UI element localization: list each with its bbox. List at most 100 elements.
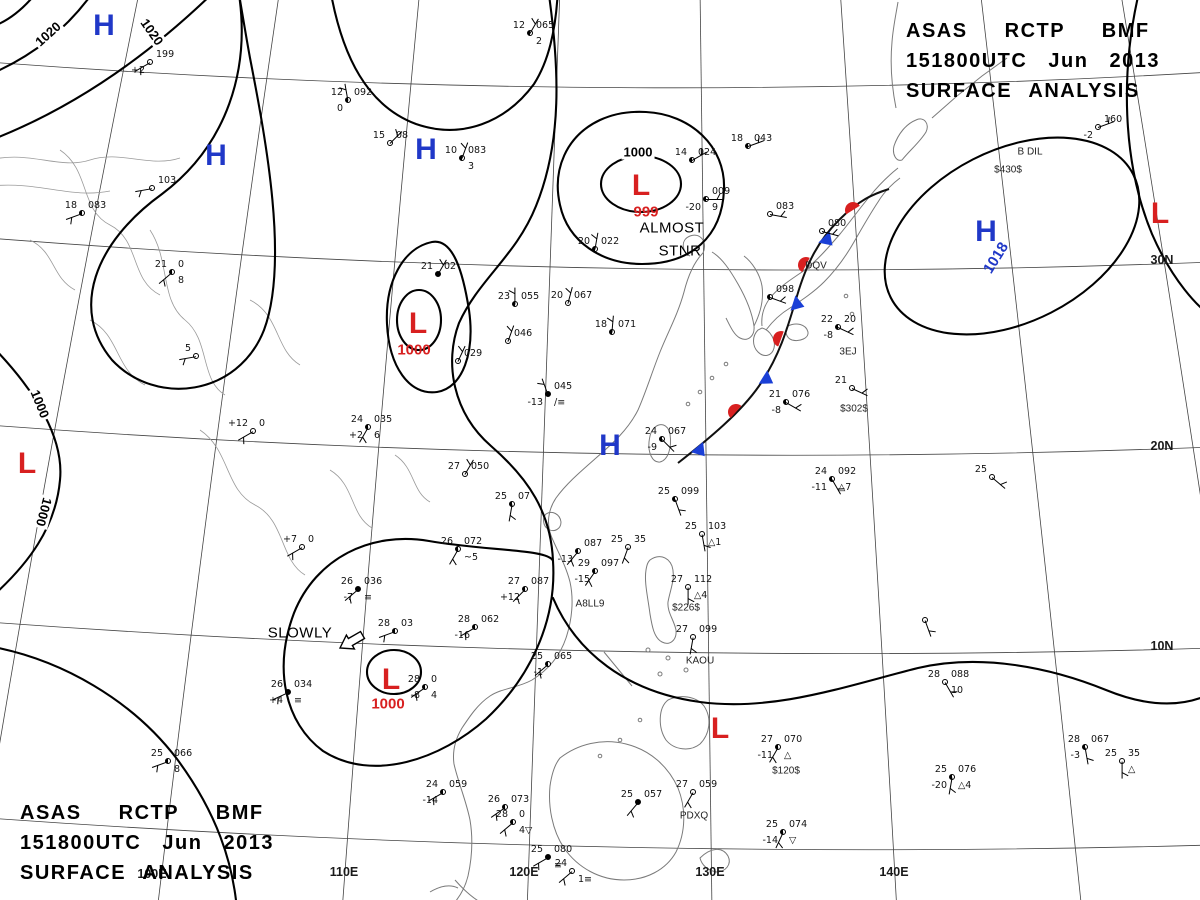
station-value-t: +12 — [227, 418, 248, 429]
station-value-g: 160 — [1104, 114, 1123, 125]
station-circle-icon — [422, 684, 428, 690]
station-value-g: 083 — [88, 200, 107, 211]
station-circle-icon — [545, 661, 551, 667]
cold-front-symbol — [758, 370, 774, 384]
station-value-g: 062 — [481, 614, 500, 625]
high-center-symbol: H — [93, 9, 115, 42]
station-value-g: 112 — [694, 574, 713, 585]
station-value-t: 25 — [620, 789, 633, 800]
coast-hokkaido — [893, 118, 928, 161]
station-value-t: 28 — [495, 809, 508, 820]
station-circle-icon — [575, 548, 581, 554]
isobar-label: 1000 — [32, 494, 56, 530]
station-value-g: 080 — [828, 218, 847, 229]
station-circle-icon — [392, 628, 398, 634]
annotation: ALMOST — [639, 219, 705, 237]
station-circle-icon — [767, 294, 773, 300]
station-value-g: 066 — [174, 748, 193, 759]
grid-label: 20N — [1150, 439, 1174, 453]
station-value-d: -8 — [771, 405, 781, 416]
wind-barb-icon — [661, 439, 677, 453]
station-value-t: 25 — [530, 844, 543, 855]
station-value-g: 055 — [521, 291, 540, 302]
station-value-d: +4 — [268, 695, 283, 706]
wind-barb-icon — [1084, 747, 1094, 765]
station-value-g: 099 — [681, 486, 700, 497]
station-value-g: 076 — [958, 764, 977, 775]
coast-luzon — [645, 556, 677, 644]
station-value-g: 08 — [396, 130, 409, 141]
station-circle-icon — [502, 804, 508, 810]
low-center-symbol: L — [710, 712, 730, 745]
station-circle-icon — [472, 624, 478, 630]
station-value-t: 21 — [768, 389, 781, 400]
station-value-t: 18 — [594, 319, 607, 330]
station-value-t: 28 — [407, 674, 420, 685]
coast-korea-east — [743, 255, 763, 327]
station-value-g: 087 — [531, 576, 550, 587]
wind-barb-icon — [683, 792, 694, 809]
wind-barb-icon — [378, 631, 396, 643]
low-center-symbol: L — [408, 307, 428, 340]
wind-barb-icon — [785, 402, 802, 412]
station-value-n: 6 — [374, 430, 381, 441]
station-value-t: 25 — [934, 764, 947, 775]
wind-barb-icon — [769, 296, 787, 304]
station-circle-icon — [545, 854, 551, 860]
isobar-bottomleft-arc — [0, 647, 238, 900]
station-circle-icon — [169, 269, 175, 275]
wind-barb-icon — [286, 547, 303, 561]
station-circle-icon — [299, 544, 305, 550]
station-value-g: 0 — [259, 418, 266, 429]
station-value-n: △4 — [694, 590, 708, 601]
station-value-g: 035 — [374, 414, 393, 425]
low-center-symbol: L — [1150, 197, 1170, 230]
station-value-t: 25 — [494, 491, 507, 502]
station-value-t: 15 — [372, 130, 385, 141]
high-center-symbol: H — [205, 139, 227, 172]
station-value-t: 29 — [577, 558, 590, 569]
station-value-g: 199 — [156, 49, 175, 60]
station-value-g: 050 — [471, 461, 490, 472]
station-value-n: 3 — [468, 161, 475, 172]
pressure-center-value: 1000 — [397, 341, 431, 359]
station-value-d: 0 — [336, 103, 343, 114]
isobar-low-south-oval — [365, 648, 423, 696]
station-value-g: 0 — [178, 259, 185, 270]
wind-barb-icon — [448, 549, 459, 566]
station-value-g: 045 — [554, 381, 573, 392]
chart-id: ASAS RCTP BMF — [906, 20, 1150, 42]
station-value-t: 25 — [684, 521, 697, 532]
isobar-label: 1000 — [621, 144, 655, 160]
isobar-central-snake — [451, 0, 558, 563]
coast-honshu-south — [765, 177, 901, 331]
station-value-g: 029 — [464, 348, 483, 359]
station-value-t: 21 — [420, 261, 433, 272]
station-value-t: 24 — [425, 779, 438, 790]
wind-barb-icon — [674, 499, 686, 516]
station-value-g: 067 — [668, 426, 687, 437]
isobar-1000-left-edge — [0, 352, 62, 591]
station-value-g: 083 — [776, 201, 795, 212]
station-circle-icon — [625, 544, 631, 550]
station-circle-icon — [849, 385, 855, 391]
station-value-g: 080 — [554, 844, 573, 855]
cold-front-symbol — [790, 295, 805, 311]
warm-front-symbol — [773, 331, 784, 347]
station-value-g: 034 — [294, 679, 313, 690]
pressure-center-value: 999 — [633, 203, 659, 221]
low-center-symbol: L — [381, 663, 401, 696]
station-value-t: 27 — [670, 574, 683, 585]
station-value-g: 088 — [951, 669, 970, 680]
movement-arrow-icon — [338, 630, 366, 650]
station-code: $120$ — [772, 765, 800, 777]
isobar-low-west-outer — [385, 240, 472, 394]
low-center-symbol: L — [631, 169, 651, 202]
grid-label: 140E — [879, 865, 909, 879]
coast-palawan — [603, 651, 633, 687]
grid-label: 30N — [1150, 253, 1174, 267]
station-value-d: -20 — [931, 780, 947, 791]
station-value-t: 14 — [674, 147, 687, 158]
